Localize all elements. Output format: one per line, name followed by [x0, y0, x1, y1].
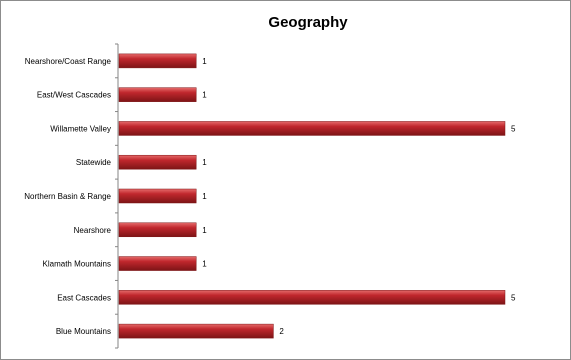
bar: [118, 53, 197, 69]
bar: [118, 256, 197, 271]
chart-title: Geography: [268, 14, 348, 31]
data-label: 2: [279, 327, 284, 336]
category-label: Northern Basin & Range: [24, 192, 111, 201]
bar: [118, 222, 197, 238]
category-label: Willamette Valley: [50, 124, 111, 133]
bar: [118, 188, 197, 204]
data-label: 1: [202, 260, 207, 269]
category-label: Statewide: [76, 158, 112, 167]
category-label: East Cascades: [57, 293, 111, 302]
bar: [118, 154, 197, 170]
category-label: Klamath Mountains: [43, 260, 111, 269]
bar: [118, 290, 506, 305]
data-label: 1: [202, 158, 207, 167]
bar: [118, 121, 506, 136]
bars-layer: Nearshore/Coast Range 1 East/West Cascades…: [24, 43, 516, 349]
category-label: Nearshore/Coast Range: [25, 57, 112, 66]
bar: [118, 87, 197, 102]
data-label: 1: [202, 57, 207, 66]
category-label: Blue Mountains: [56, 327, 111, 336]
data-label: 1: [202, 192, 207, 201]
category-label: East/West Cascades: [37, 91, 111, 100]
category-label: Nearshore: [74, 226, 112, 235]
data-label: 5: [511, 124, 516, 133]
data-label: 1: [202, 91, 207, 100]
data-label: 5: [511, 293, 516, 302]
data-label: 1: [202, 226, 207, 235]
bar: [118, 323, 274, 339]
